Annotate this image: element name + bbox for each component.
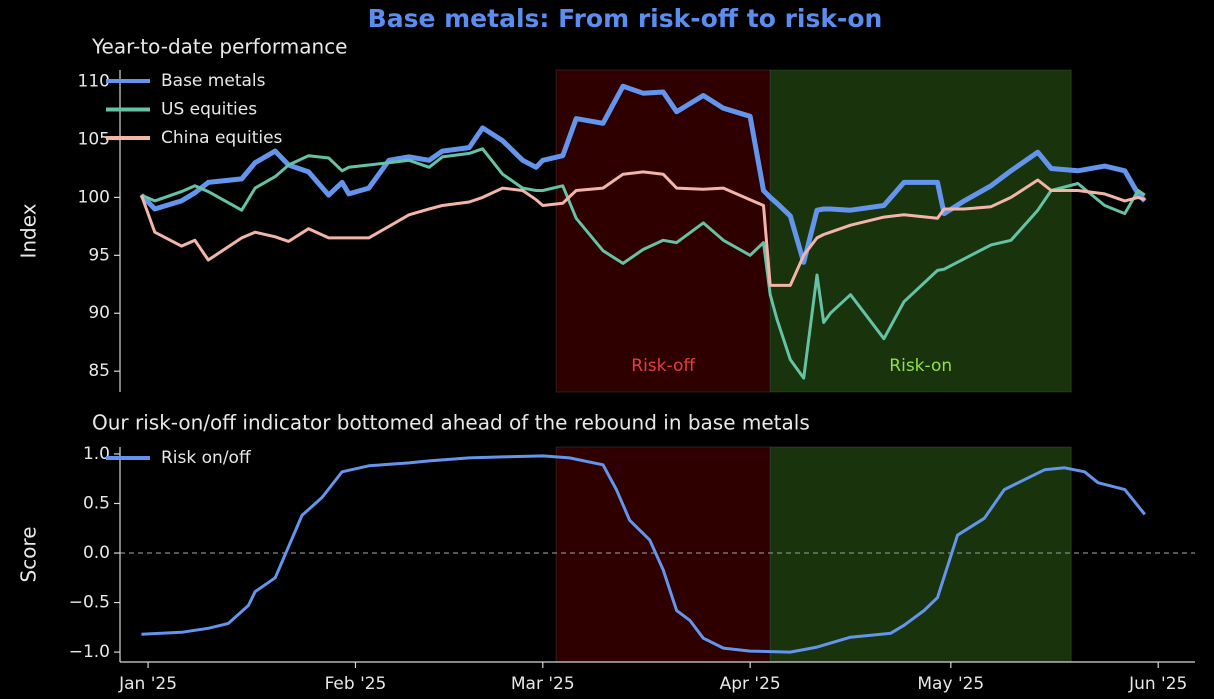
x-tick-label: Feb '25 <box>325 674 387 694</box>
y-tick-label: 90 <box>88 303 110 323</box>
y-tick-label: 0.0 <box>83 543 110 563</box>
x-tick-label: Mar '25 <box>511 674 575 694</box>
chart-title: Year-to-date performance <box>91 35 348 59</box>
span-label: Risk-off <box>631 356 696 376</box>
chart-title: Our risk-on/off indicator bottomed ahead… <box>92 411 810 435</box>
x-tick-label: Jan '25 <box>118 674 177 694</box>
y-tick-label: 0.5 <box>83 493 110 513</box>
y-tick-label: 110 <box>78 72 110 92</box>
y-tick-label: 95 <box>88 245 110 265</box>
series-line <box>139 170 1146 287</box>
legend-label: Base metals <box>161 71 266 91</box>
y-tick-label: 100 <box>78 187 110 207</box>
shaded-span <box>769 69 1072 393</box>
figure-title: Base metals: From risk-off to risk-on <box>368 4 883 33</box>
legend-label: China equities <box>161 128 283 148</box>
series-line <box>140 147 1146 380</box>
x-tick-label: Jun '25 <box>1128 674 1187 694</box>
x-tick-label: May '25 <box>917 674 984 694</box>
y-tick-label: −1.0 <box>69 642 110 662</box>
series-line <box>139 83 1147 265</box>
y-tick-label: 105 <box>78 129 110 149</box>
span-label: Risk-on <box>889 356 952 376</box>
y-tick-label: 1.0 <box>83 444 110 464</box>
y-tick-label: 85 <box>88 361 110 381</box>
y-tick-label: −0.5 <box>69 593 110 613</box>
x-tick-label: Apr '25 <box>720 674 781 694</box>
y-axis-label: Index <box>17 203 41 258</box>
shaded-span <box>555 446 771 663</box>
y-axis-label: Score <box>17 526 41 582</box>
series-line <box>141 454 1146 654</box>
legend-label: US equities <box>161 100 257 120</box>
legend-label: Risk on/off <box>161 448 252 468</box>
